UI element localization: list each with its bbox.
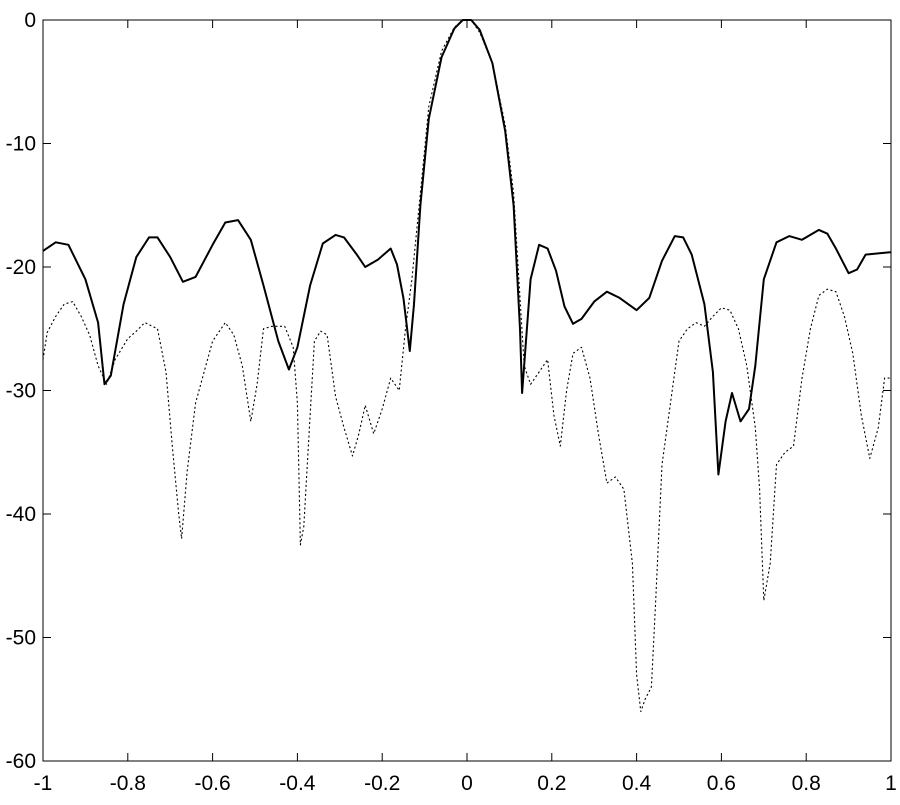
x-tick-label: 0	[461, 772, 473, 795]
x-tick-label: 1	[885, 772, 897, 795]
series-2-line	[42, 19, 891, 713]
x-tick-label: -1	[34, 772, 53, 795]
x-tick-label: -0.4	[279, 772, 316, 795]
x-tick-label: -0.2	[364, 772, 400, 795]
x-tick-label: 0.8	[792, 772, 821, 795]
y-tick-label: 0	[24, 9, 36, 32]
x-tick-label: -0.6	[195, 772, 231, 795]
y-tick-label: -50	[6, 627, 36, 650]
y-tick-label: -30	[6, 380, 36, 403]
x-tick-label: -0.8	[110, 772, 146, 795]
y-tick-label: -20	[6, 256, 36, 279]
y-tick-label: -40	[6, 503, 36, 526]
x-axis: -1 -0.8 -0.6 -0.4 -0.2 0 0.2 0.4 0.6 0.8 1	[34, 20, 897, 795]
y-axis: 0 -10 -20 -30 -40 -50 -60	[6, 9, 891, 773]
x-tick-label: 0.6	[707, 772, 736, 795]
series-layer	[42, 19, 892, 713]
plot-area	[42, 19, 892, 762]
series-1-line	[42, 19, 892, 476]
y-tick-label: -10	[6, 133, 36, 156]
y-tick-label: -60	[6, 750, 36, 773]
x-tick-label: 0.2	[537, 772, 566, 795]
x-tick-label: 0.4	[622, 772, 652, 795]
